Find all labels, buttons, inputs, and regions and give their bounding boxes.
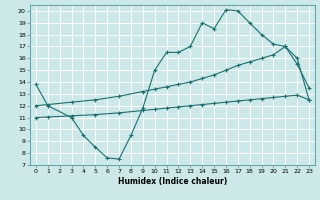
X-axis label: Humidex (Indice chaleur): Humidex (Indice chaleur) [118,177,227,186]
